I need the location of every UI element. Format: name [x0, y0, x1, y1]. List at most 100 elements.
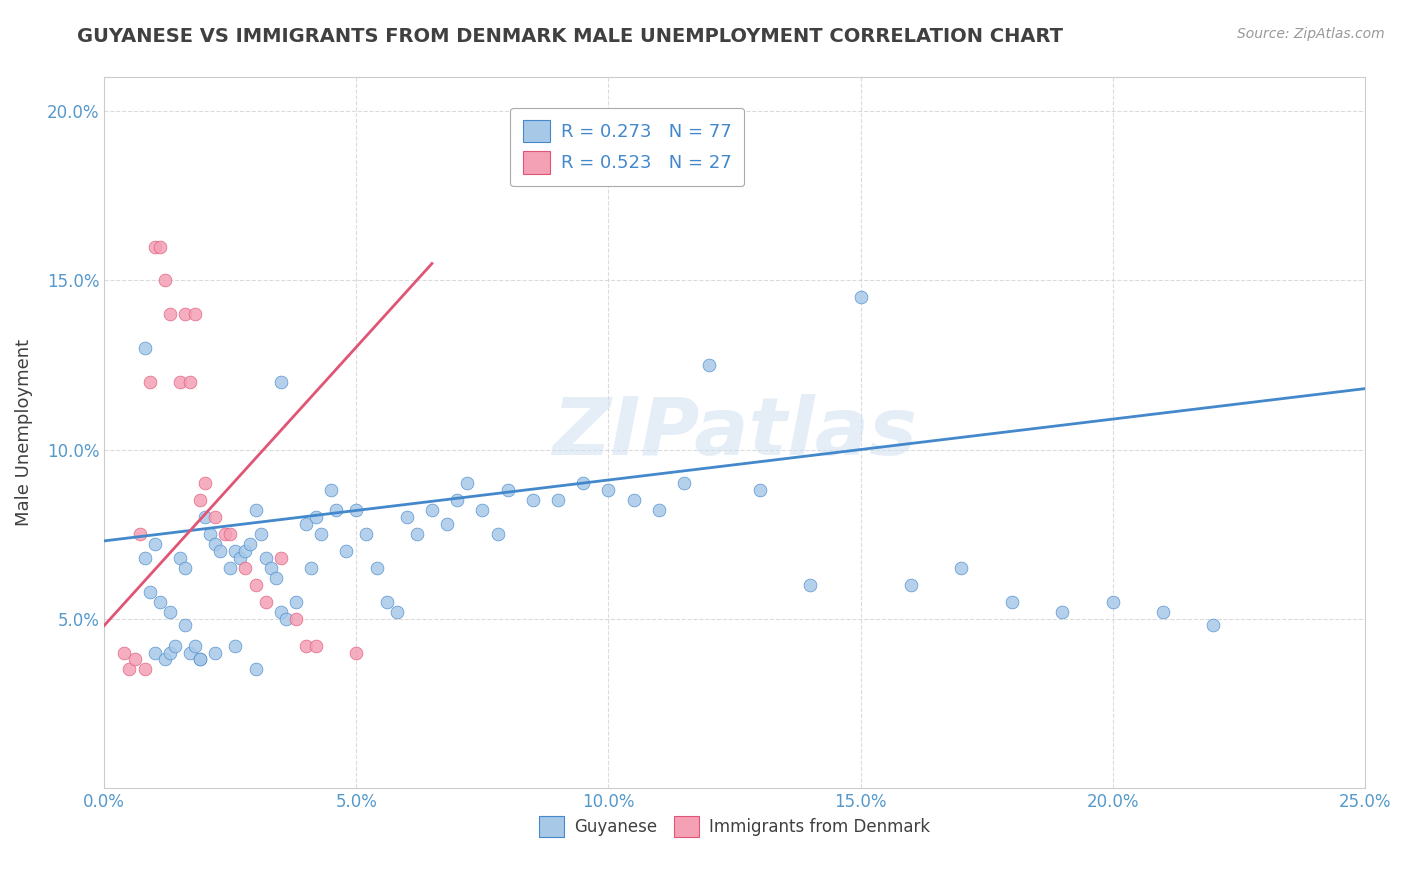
Point	[405, 527, 427, 541]
Point	[169, 550, 191, 565]
Point	[849, 290, 872, 304]
Point	[295, 639, 318, 653]
Point	[436, 516, 458, 531]
Point	[1050, 605, 1073, 619]
Point	[184, 639, 207, 653]
Point	[385, 605, 408, 619]
Point	[284, 595, 307, 609]
Point	[159, 307, 181, 321]
Point	[344, 503, 367, 517]
Point	[198, 527, 221, 541]
Point	[179, 646, 201, 660]
Point	[748, 483, 770, 497]
Point	[284, 612, 307, 626]
Point	[194, 510, 217, 524]
Point	[245, 503, 267, 517]
Text: Source: ZipAtlas.com: Source: ZipAtlas.com	[1237, 27, 1385, 41]
Point	[235, 544, 257, 558]
Point	[184, 307, 207, 321]
Point	[366, 561, 388, 575]
Point	[375, 595, 398, 609]
Point	[496, 483, 519, 497]
Point	[188, 493, 211, 508]
Point	[547, 493, 569, 508]
Point	[325, 503, 347, 517]
Text: ZIPatlas: ZIPatlas	[553, 393, 917, 472]
Point	[486, 527, 509, 541]
Point	[112, 646, 135, 660]
Point	[1101, 595, 1123, 609]
Point	[245, 662, 267, 676]
Point	[270, 605, 292, 619]
Point	[239, 537, 262, 551]
Point	[138, 375, 160, 389]
Point	[163, 639, 186, 653]
Text: GUYANESE VS IMMIGRANTS FROM DENMARK MALE UNEMPLOYMENT CORRELATION CHART: GUYANESE VS IMMIGRANTS FROM DENMARK MALE…	[77, 27, 1063, 45]
Point	[229, 550, 252, 565]
Point	[254, 550, 277, 565]
Point	[245, 578, 267, 592]
Point	[356, 527, 378, 541]
Point	[174, 618, 197, 632]
Point	[174, 307, 197, 321]
Legend: Guyanese, Immigrants from Denmark: Guyanese, Immigrants from Denmark	[533, 810, 936, 844]
Point	[446, 493, 468, 508]
Point	[598, 483, 620, 497]
Point	[295, 516, 318, 531]
Point	[143, 239, 166, 253]
Point	[118, 662, 141, 676]
Point	[270, 550, 292, 565]
Point	[344, 646, 367, 660]
Point	[149, 595, 172, 609]
Point	[799, 578, 821, 592]
Point	[188, 652, 211, 666]
Point	[572, 476, 595, 491]
Point	[321, 483, 343, 497]
Point	[179, 375, 201, 389]
Point	[219, 527, 242, 541]
Point	[153, 652, 176, 666]
Point	[159, 646, 181, 660]
Point	[204, 510, 226, 524]
Point	[259, 561, 281, 575]
Point	[305, 510, 328, 524]
Point	[219, 561, 242, 575]
Point	[471, 503, 494, 517]
Point	[169, 375, 191, 389]
Point	[395, 510, 418, 524]
Point	[138, 584, 160, 599]
Point	[149, 239, 172, 253]
Point	[950, 561, 973, 575]
Point	[1152, 605, 1174, 619]
Point	[188, 652, 211, 666]
Point	[204, 646, 226, 660]
Point	[299, 561, 322, 575]
Point	[134, 662, 156, 676]
Point	[174, 561, 197, 575]
Point	[1001, 595, 1024, 609]
Point	[224, 639, 246, 653]
Point	[143, 646, 166, 660]
Point	[264, 571, 287, 585]
Point	[648, 503, 671, 517]
Point	[224, 544, 246, 558]
Y-axis label: Male Unemployment: Male Unemployment	[15, 339, 32, 526]
Point	[128, 527, 150, 541]
Point	[159, 605, 181, 619]
Point	[456, 476, 478, 491]
Point	[900, 578, 922, 592]
Point	[623, 493, 645, 508]
Point	[249, 527, 271, 541]
Point	[1202, 618, 1225, 632]
Point	[420, 503, 443, 517]
Point	[214, 527, 236, 541]
Point	[124, 652, 146, 666]
Point	[204, 537, 226, 551]
Point	[153, 273, 176, 287]
Point	[235, 561, 257, 575]
Point	[697, 358, 720, 372]
Point	[254, 595, 277, 609]
Point	[270, 375, 292, 389]
Point	[134, 550, 156, 565]
Point	[673, 476, 696, 491]
